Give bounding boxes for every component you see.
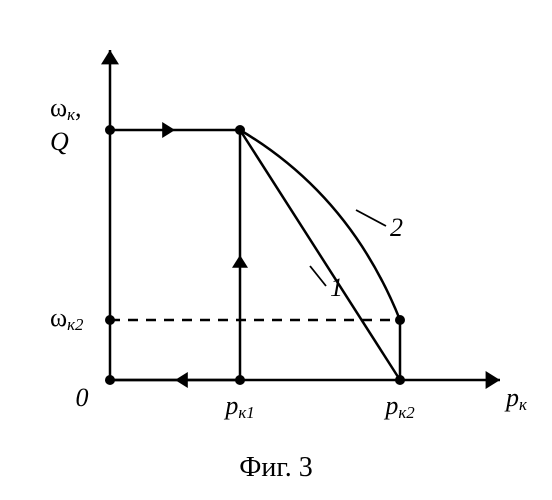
origin-label: 0	[76, 383, 89, 412]
y-axis-label-2: Q	[50, 127, 69, 156]
xtick-pk2: pк2	[383, 391, 415, 422]
ytick-wk2: ωк2	[50, 303, 84, 334]
curve-label-1: 1	[330, 273, 343, 302]
marker-Ywk2	[105, 315, 115, 325]
figure-caption: Фиг. 3	[239, 452, 312, 483]
marker-Ytop	[105, 125, 115, 135]
marker-D	[395, 375, 405, 385]
xtick-pk1: pк1	[223, 391, 254, 422]
marker-C	[395, 315, 405, 325]
line-1	[240, 130, 400, 380]
x-axis-label: pк	[504, 383, 528, 414]
curve-label-2: 2	[390, 213, 403, 242]
marker-B	[235, 125, 245, 135]
marker-O	[105, 375, 115, 385]
marker-A	[235, 375, 245, 385]
leader-1	[310, 266, 326, 286]
leader-2	[356, 210, 386, 226]
y-axis-label-1: ωк,	[50, 93, 82, 124]
